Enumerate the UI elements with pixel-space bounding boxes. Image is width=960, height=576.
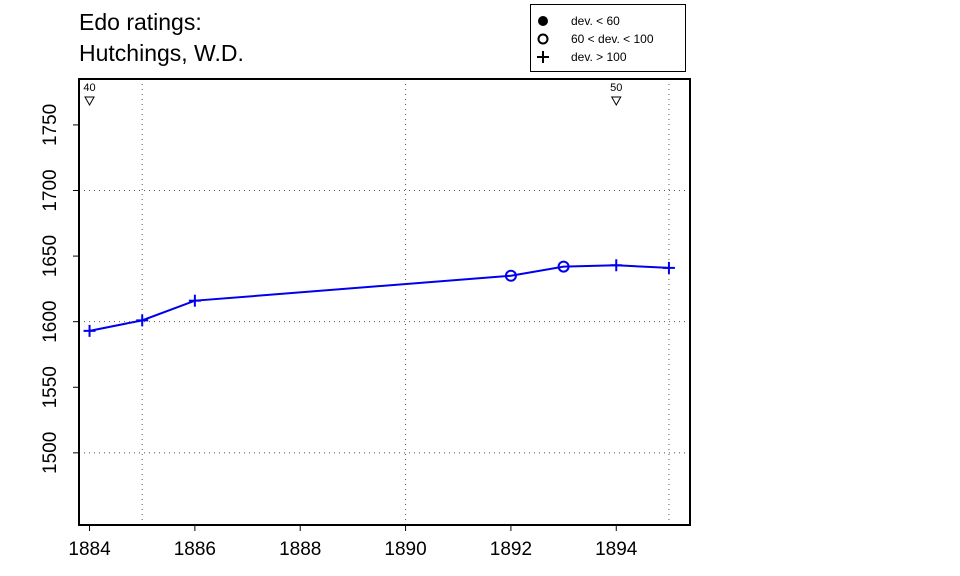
chart-title-line-2: Hutchings, W.D.	[79, 40, 244, 66]
series-line	[89, 264, 669, 332]
legend-label: dev. > 100	[571, 50, 627, 64]
data-point-plus	[83, 324, 96, 337]
data-point-plus	[610, 259, 623, 272]
plot-frame	[78, 78, 691, 526]
legend-label: dev. < 60	[571, 14, 620, 28]
data-point-plus	[662, 261, 675, 274]
y-tick-label: 1700	[40, 169, 61, 211]
x-tick-label: 1894	[595, 539, 638, 560]
annotation-label: 40	[83, 82, 95, 94]
data-point-plus	[136, 314, 149, 327]
y-tick-label: 1500	[40, 432, 61, 474]
annotation-down-triangle	[610, 96, 622, 107]
legend: dev. < 60 60 < dev. < 100 dev. > 100	[530, 4, 686, 72]
data-point-open-circle	[557, 260, 570, 273]
y-tick-label: 1550	[40, 366, 61, 408]
open-circle-icon	[537, 33, 549, 45]
y-tick-label: 1750	[40, 104, 61, 146]
legend-label: 60 < dev. < 100	[571, 32, 654, 46]
data-markers	[83, 259, 675, 337]
legend-item: dev. < 60	[531, 13, 685, 29]
chart-title-line-1: Edo ratings:	[79, 9, 202, 35]
y-tick-label: 1600	[40, 301, 61, 343]
axes: 1884 1886 1888 1890 1892 1894 1500 1550 1600 1650…	[40, 78, 691, 560]
plus-icon	[537, 51, 549, 63]
annotation-down-triangle	[84, 96, 95, 107]
x-tick-label: 1888	[279, 539, 321, 560]
annotation-label: 50	[610, 82, 622, 94]
x-tick-label: 1890	[384, 539, 426, 560]
data-point-plus	[188, 294, 201, 307]
legend-item: 60 < dev. < 100	[531, 31, 685, 47]
x-tick-label: 1886	[174, 539, 216, 560]
y-tick-label: 1650	[40, 235, 61, 277]
annotations: 40 50	[83, 82, 622, 107]
x-tick-label: 1892	[490, 539, 532, 560]
series-line	[89, 264, 669, 332]
filled-circle-icon	[538, 16, 548, 26]
x-tick-label: 1884	[68, 539, 111, 560]
data-point-open-circle	[504, 269, 517, 282]
legend-item: dev. > 100	[531, 49, 685, 65]
grid-lines	[79, 79, 690, 525]
